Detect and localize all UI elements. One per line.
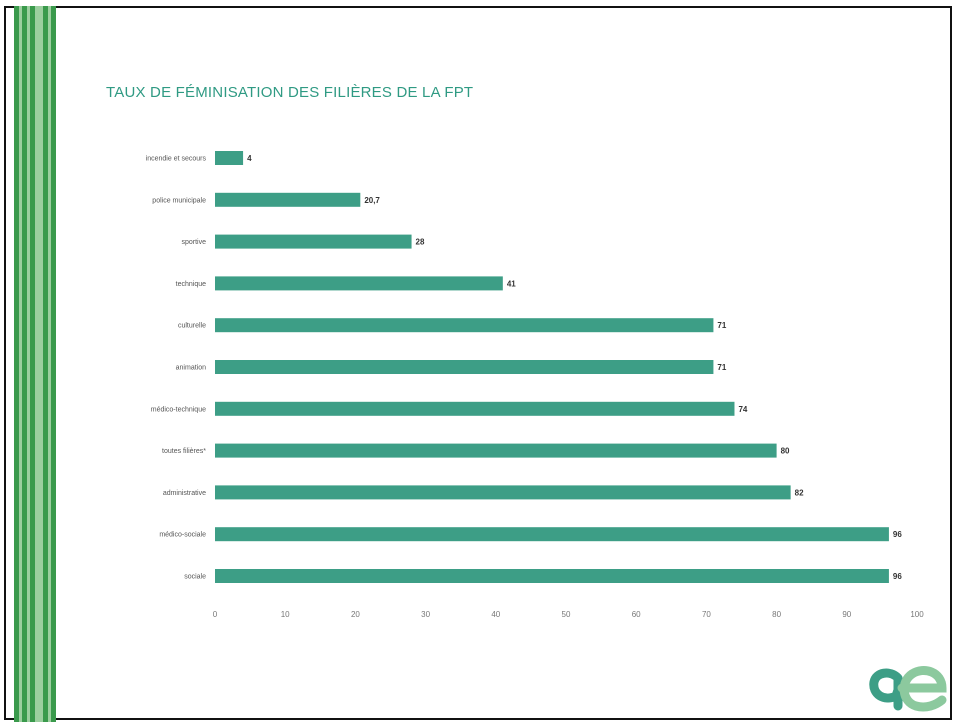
x-tick-label: 30 [421,610,430,619]
bar [215,443,777,458]
category-label: technique [176,281,206,288]
value-label: 82 [795,488,804,497]
bar [215,151,244,165]
category-label: sportive [181,239,206,246]
x-tick-label: 20 [351,610,360,619]
bar [215,360,714,374]
bar [215,276,503,291]
decorative-stripes [14,6,64,722]
x-tick-label: 100 [910,610,924,619]
bar [215,527,889,542]
x-tick-label: 0 [213,610,218,619]
value-label: 71 [717,363,726,372]
value-label: 96 [893,572,902,581]
x-tick-label: 90 [842,610,851,619]
bar [215,318,714,333]
stripe [22,6,27,722]
bar [215,569,889,583]
value-label: 80 [781,447,790,456]
value-label: 28 [416,238,425,247]
value-label: 4 [247,154,252,163]
stripe [14,6,19,722]
stripe [30,6,35,722]
x-tick-label: 40 [491,610,500,619]
stripe [43,6,48,722]
ae-ligature-logo-icon [869,666,947,712]
value-label: 71 [717,321,726,330]
chart-title: TAUX DE FÉMINISATION DES FILIÈRES DE LA … [106,84,474,101]
category-label: administrative [163,490,206,497]
stripe [48,6,51,722]
category-label: médico-technique [151,406,206,413]
value-label: 74 [738,405,747,414]
category-label: animation [176,365,206,372]
x-tick-label: 60 [632,610,641,619]
category-label: toutes filières* [162,448,206,455]
x-tick-label: 80 [772,610,781,619]
category-label: sociale [184,574,206,581]
x-tick-label: 50 [562,610,571,619]
value-label: 41 [507,279,516,288]
category-label: incendie et secours [146,156,207,163]
bar [215,485,791,500]
value-label: 96 [893,530,902,539]
stripe [27,6,30,722]
bar [215,234,412,249]
category-label: médico-sociale [159,532,206,539]
stripe [35,6,43,722]
bar [215,192,361,207]
x-tick-label: 70 [702,610,711,619]
stripe [51,6,56,722]
stripe [19,6,22,722]
category-label: police municipale [152,197,206,204]
bar [215,401,735,416]
x-tick-label: 10 [281,610,290,619]
category-label: culturelle [178,323,206,330]
value-label: 20,7 [364,196,380,205]
